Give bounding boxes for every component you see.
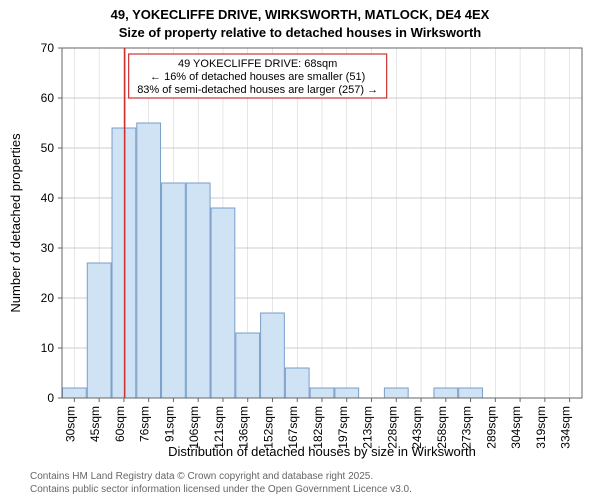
x-tick-label: 273sqm [460,406,474,449]
x-tick-label: 167sqm [286,406,300,449]
histogram-bar [335,388,359,398]
x-tick-label: 106sqm [187,406,201,449]
y-tick-label: 50 [41,141,55,155]
y-axis-label: Number of detached properties [8,133,23,313]
y-tick-label: 0 [47,391,54,405]
x-tick-label: 228sqm [385,406,399,449]
x-tick-label: 213sqm [361,406,375,449]
histogram-bar [310,388,334,398]
histogram-bar [285,368,309,398]
annotation-line3: 83% of semi-detached houses are larger (… [137,84,378,96]
histogram-bar [137,123,161,398]
x-tick-label: 121sqm [212,406,226,449]
x-tick-label: 304sqm [509,406,523,449]
histogram-bar [63,388,87,398]
footer-line2: Contains public sector information licen… [30,484,412,497]
y-tick-label: 40 [41,191,55,205]
x-tick-label: 334sqm [559,406,573,449]
histogram-bar [211,208,235,398]
histogram-bar [459,388,483,398]
histogram-bar [236,333,260,398]
x-tick-label: 182sqm [311,406,325,449]
chart-svg: 0 10 20 30 40 50 60 70 30sqm 45sqm 60sqm 76sqm 91sqm… [0,0,600,500]
y-tick-label: 10 [41,341,55,355]
x-tick-label: 243sqm [410,406,424,449]
x-tick-label: 91sqm [162,406,176,442]
histogram-bar [162,183,186,398]
y-tick-label: 60 [41,91,55,105]
x-tick-label: 45sqm [88,406,102,442]
x-tick-label: 30sqm [63,406,77,442]
histogram-bar [384,388,408,398]
histogram-bar [261,313,285,398]
annotation-line2: ← 16% of detached houses are smaller (51… [150,71,365,83]
x-tick-label: 136sqm [237,406,251,449]
histogram-bar [186,183,210,398]
x-tick-label: 60sqm [113,406,127,442]
x-tick-label: 152sqm [261,406,275,449]
x-tick-label: 76sqm [138,406,152,442]
y-tick-label: 20 [41,291,55,305]
attribution-footer: Contains HM Land Registry data © Crown c… [30,471,412,496]
footer-line1: Contains HM Land Registry data © Crown c… [30,471,412,484]
x-axis-label: Distribution of detached houses by size … [168,444,476,459]
x-tick-label: 258sqm [435,406,449,449]
y-tick-label: 30 [41,241,55,255]
histogram-bar [87,263,111,398]
x-tick-label: 289sqm [484,406,498,449]
y-tick-label: 70 [41,41,55,55]
chart-area: 0 10 20 30 40 50 60 70 30sqm 45sqm 60sqm 76sqm 91sqm… [0,0,600,500]
x-tick-label: 319sqm [534,406,548,449]
x-tick-label: 197sqm [336,406,350,449]
annotation-line1: 49 YOKECLIFFE DRIVE: 68sqm [178,58,337,70]
histogram-bar [434,388,458,398]
